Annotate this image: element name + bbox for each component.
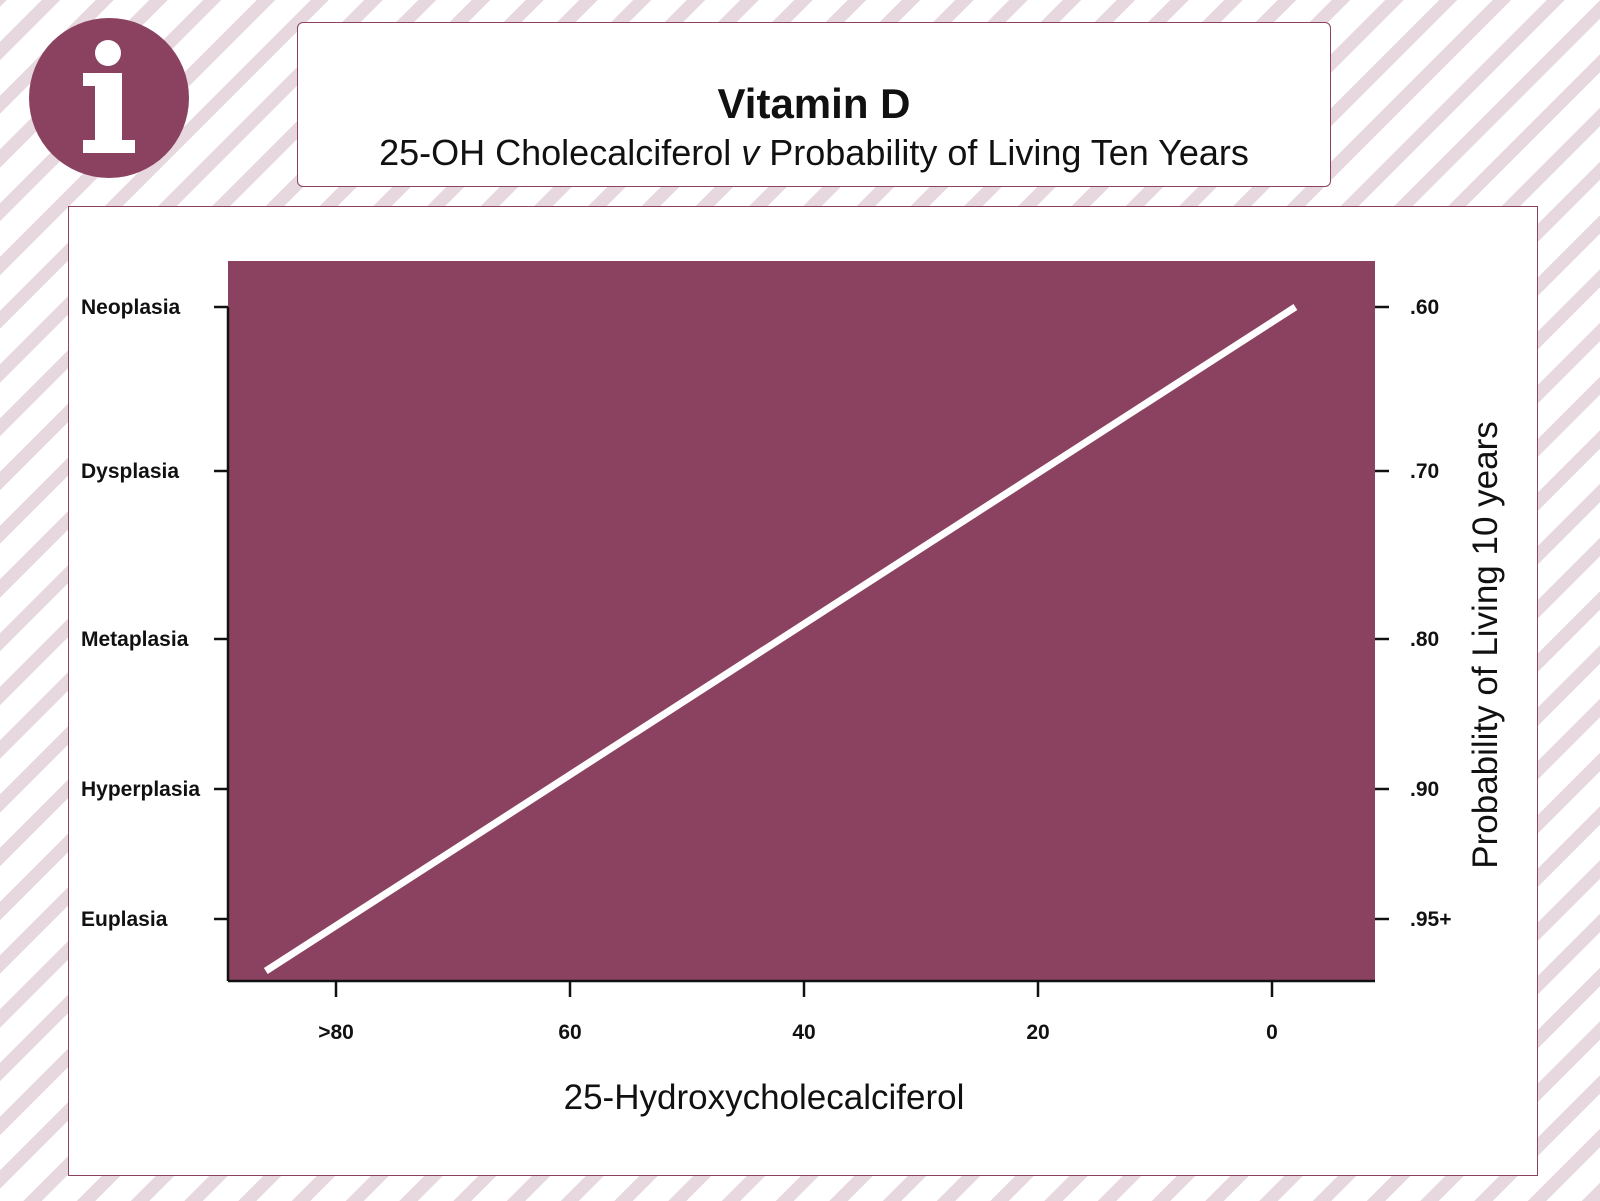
x-tick-label: 0 (1266, 1021, 1278, 1044)
right-tick-label: .70 (1410, 460, 1439, 483)
left-tick-label: Dysplasia (81, 460, 179, 483)
x-tick-label: 40 (792, 1021, 815, 1044)
right-tick-label: .95+ (1410, 908, 1451, 931)
chart-title: Vitamin D (717, 80, 911, 127)
left-tick-label: Metaplasia (81, 628, 189, 651)
x-axis-title: 25-Hydroxycholecalciferol (564, 1078, 965, 1117)
info-icon (83, 40, 135, 153)
right-tick-label: .90 (1410, 778, 1439, 801)
right-axis-title: Probability of Living 10 years (1466, 421, 1505, 868)
info-badge (29, 18, 189, 178)
x-tick-label: 20 (1026, 1021, 1049, 1044)
subtitle-end: Probability of Living Ten Years (759, 132, 1249, 173)
subtitle-start: 25-OH Cholecalciferol (379, 132, 742, 173)
title-box: Vitamin D 25-OH Cholecalciferol v Probab… (297, 22, 1331, 187)
x-tick-label: 60 (558, 1021, 581, 1044)
chart-panel: Neoplasia Dysplasia Metaplasia Hyperplasia E… (68, 206, 1538, 1176)
series-line (263, 304, 1298, 974)
right-tick-label: .80 (1410, 628, 1439, 651)
chart-subtitle: 25-OH Cholecalciferol v Probability of L… (298, 131, 1330, 175)
right-tick-label: .60 (1410, 296, 1439, 319)
left-tick-label: Neoplasia (81, 296, 181, 319)
chart-svg: Neoplasia Dysplasia Metaplasia Hyperplasia E… (81, 261, 1505, 1117)
x-tick-label: >80 (318, 1021, 354, 1044)
subtitle-italic: v (741, 132, 760, 173)
left-tick-label: Euplasia (81, 908, 168, 931)
left-tick-label: Hyperplasia (81, 778, 200, 801)
